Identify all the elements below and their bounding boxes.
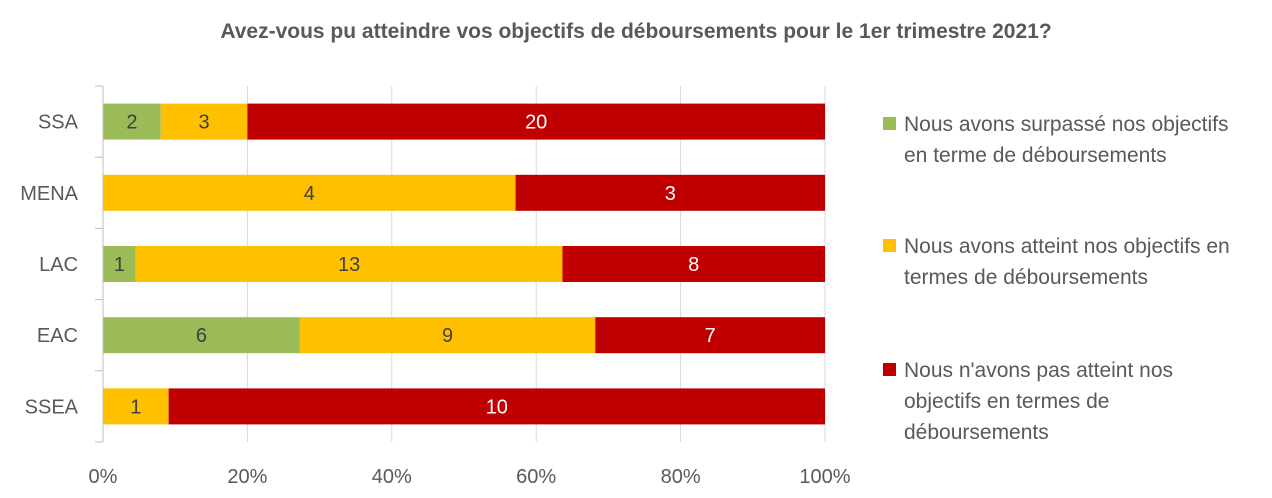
data-label: 3 (665, 183, 676, 205)
data-label: 1 (114, 254, 125, 276)
legend-swatch-yellow (883, 239, 896, 252)
x-tick-label: 80% (661, 466, 701, 488)
data-label: 13 (338, 254, 360, 276)
data-label: 1 (130, 396, 141, 418)
category-label: SSA (38, 112, 79, 134)
bar-segment (160, 103, 248, 140)
x-tick-label: 60% (516, 466, 556, 488)
category-label: EAC (37, 325, 78, 347)
bar-segment (247, 103, 825, 140)
data-label: 9 (442, 325, 453, 347)
x-tick-label: 0% (89, 466, 118, 488)
data-label: 4 (304, 183, 315, 205)
data-label: 8 (688, 254, 699, 276)
bar-segment (168, 388, 826, 425)
data-label: 3 (199, 112, 210, 134)
data-label: 10 (486, 396, 508, 418)
legend-swatch-red (883, 363, 896, 376)
bar-segment (595, 317, 825, 354)
bar-segment (103, 388, 169, 425)
bar-segment (135, 246, 563, 282)
bar-segment (299, 317, 596, 354)
data-label: 20 (525, 112, 547, 134)
category-label: SSEA (25, 396, 79, 418)
bar-segment (103, 317, 300, 354)
category-label: MENA (20, 183, 78, 205)
category-label: LAC (39, 254, 78, 276)
x-tick-label: 20% (227, 466, 267, 488)
legend-label: Nous n'avons pas atteint nos objectifs e… (904, 359, 1174, 444)
bar-segment (562, 246, 825, 282)
x-tick-label: 40% (372, 466, 412, 488)
legend-label: Nous avons surpassé nos objectifs en ter… (904, 113, 1229, 167)
x-tick-label: 100% (799, 466, 850, 488)
bar-segment (103, 103, 161, 140)
data-label: 7 (705, 325, 716, 347)
legend-swatch-green (883, 117, 896, 130)
axes: 0% 20% 40% 60% 80% 100% SSA MENA LAC EAC SSEA (20, 85, 851, 488)
bar-segment (515, 174, 825, 211)
data-label: 2 (126, 112, 137, 134)
bars: 2 3 20 4 3 1 13 8 6 9 7 1 10 (103, 103, 826, 425)
legend-label: Nous avons atteint nos objectifs en term… (904, 235, 1230, 289)
bar-segment (103, 174, 516, 211)
data-label: 6 (196, 325, 207, 347)
chart-title: Avez-vous pu atteindre vos objectifs de … (220, 20, 1052, 43)
bar-segment (103, 246, 136, 282)
